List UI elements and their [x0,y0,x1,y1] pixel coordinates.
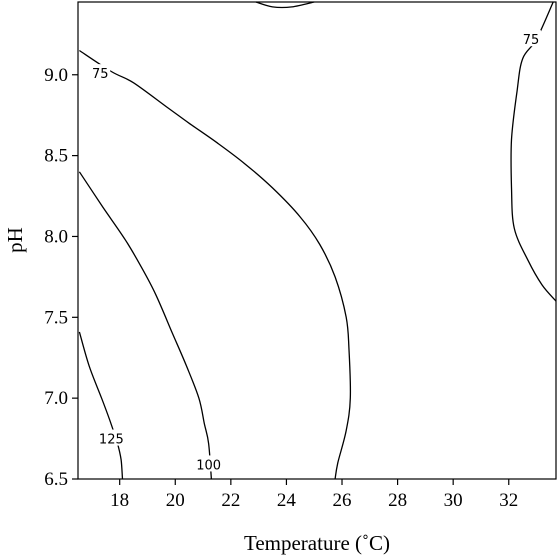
y-tick-label: 9.0 [44,65,68,86]
y-tick-label: 8.0 [44,226,68,247]
contour-label-backdrop [194,455,223,472]
contour-label-backdrop [97,429,126,446]
x-tick-label: 26 [333,490,352,511]
x-tick-label: 22 [221,490,240,511]
contour-label-100: 100 [196,458,221,473]
contour-line-50 [255,1,315,9]
contour-line-100 [78,171,213,480]
contour-label-75: 75 [523,33,540,48]
x-axis-label: Temperature (˚C) [244,531,390,555]
y-axis-label: pH [3,227,27,253]
x-tick-label: 24 [277,490,297,511]
y-tick-label: 7.5 [44,307,68,328]
y-tick-label: 8.5 [44,146,68,167]
contour-lines [78,1,557,480]
x-tick-label: 20 [166,490,185,511]
x-tick-label: 30 [444,490,463,511]
contour-line-125 [78,331,124,480]
contour-line-75 [79,49,352,480]
y-tick-label: 7.0 [44,388,68,409]
plot-frame [77,1,557,480]
x-tick-label: 32 [499,490,518,511]
x-tick-label: 28 [388,490,407,511]
contour-line-75 [510,1,557,302]
x-axis: 18 20 22 24 26 28 30 32 [110,479,518,511]
contour-labels: 125 100 75 75 [90,30,541,473]
contour-label-125: 125 [99,433,124,448]
contour-label-backdrop [90,64,111,81]
y-tick-label: 6.5 [44,469,68,490]
y-axis: 6.5 7.0 7.5 8.0 8.5 9.0 [44,65,78,490]
contour-label-75: 75 [92,67,109,82]
x-tick-label: 18 [110,490,129,511]
contour-label-backdrop [520,30,541,47]
